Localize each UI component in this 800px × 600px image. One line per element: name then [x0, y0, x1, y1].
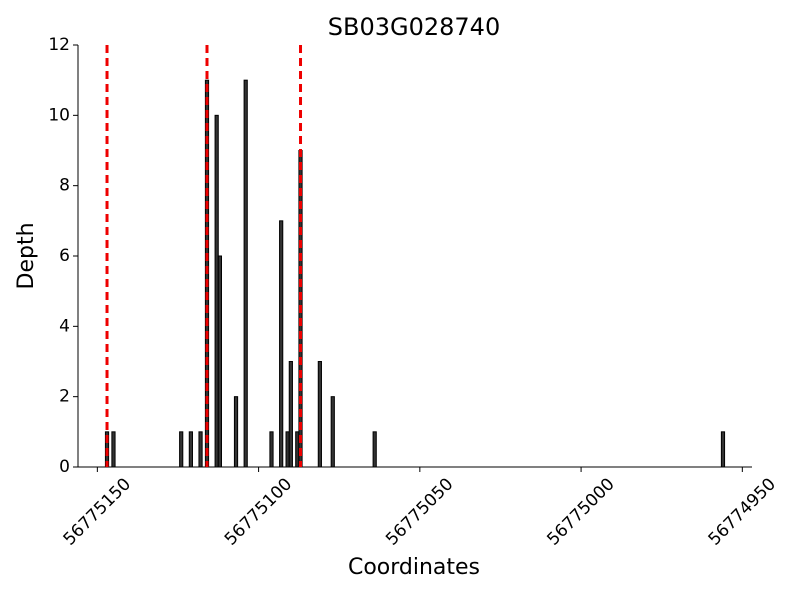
x-tick-label: 56775100 — [221, 474, 296, 549]
bar — [214, 114, 219, 468]
bar — [295, 431, 300, 468]
bar — [111, 431, 116, 468]
x-tick-label: 56775050 — [382, 474, 457, 549]
y-tick-label: 10 — [48, 105, 70, 125]
y-axis-label: Depth — [14, 222, 39, 289]
bar — [372, 431, 377, 468]
bar — [720, 431, 726, 468]
bar — [217, 255, 222, 468]
bar — [188, 431, 193, 468]
y-tick-label: 8 — [59, 176, 70, 196]
chart-title: SB03G028740 — [328, 13, 500, 41]
bar — [288, 361, 293, 468]
bar — [243, 79, 248, 468]
y-tick-label: 0 — [59, 457, 70, 477]
x-axis-label: Coordinates — [348, 555, 480, 580]
x-tick-label: 56775150 — [60, 474, 135, 549]
x-tick-label: 56774950 — [705, 474, 780, 549]
bar — [285, 431, 290, 468]
x-tick-label: 56775000 — [543, 474, 618, 549]
y-tick-label: 6 — [59, 246, 70, 266]
bar — [330, 396, 335, 468]
y-tick-label: 12 — [48, 35, 70, 55]
bar — [198, 431, 203, 468]
bar — [269, 431, 274, 468]
bar — [279, 220, 284, 468]
bar — [179, 431, 184, 468]
y-tick-label: 2 — [59, 387, 70, 407]
bar — [317, 361, 322, 468]
y-tick-label: 4 — [59, 316, 70, 336]
bar — [233, 396, 239, 468]
